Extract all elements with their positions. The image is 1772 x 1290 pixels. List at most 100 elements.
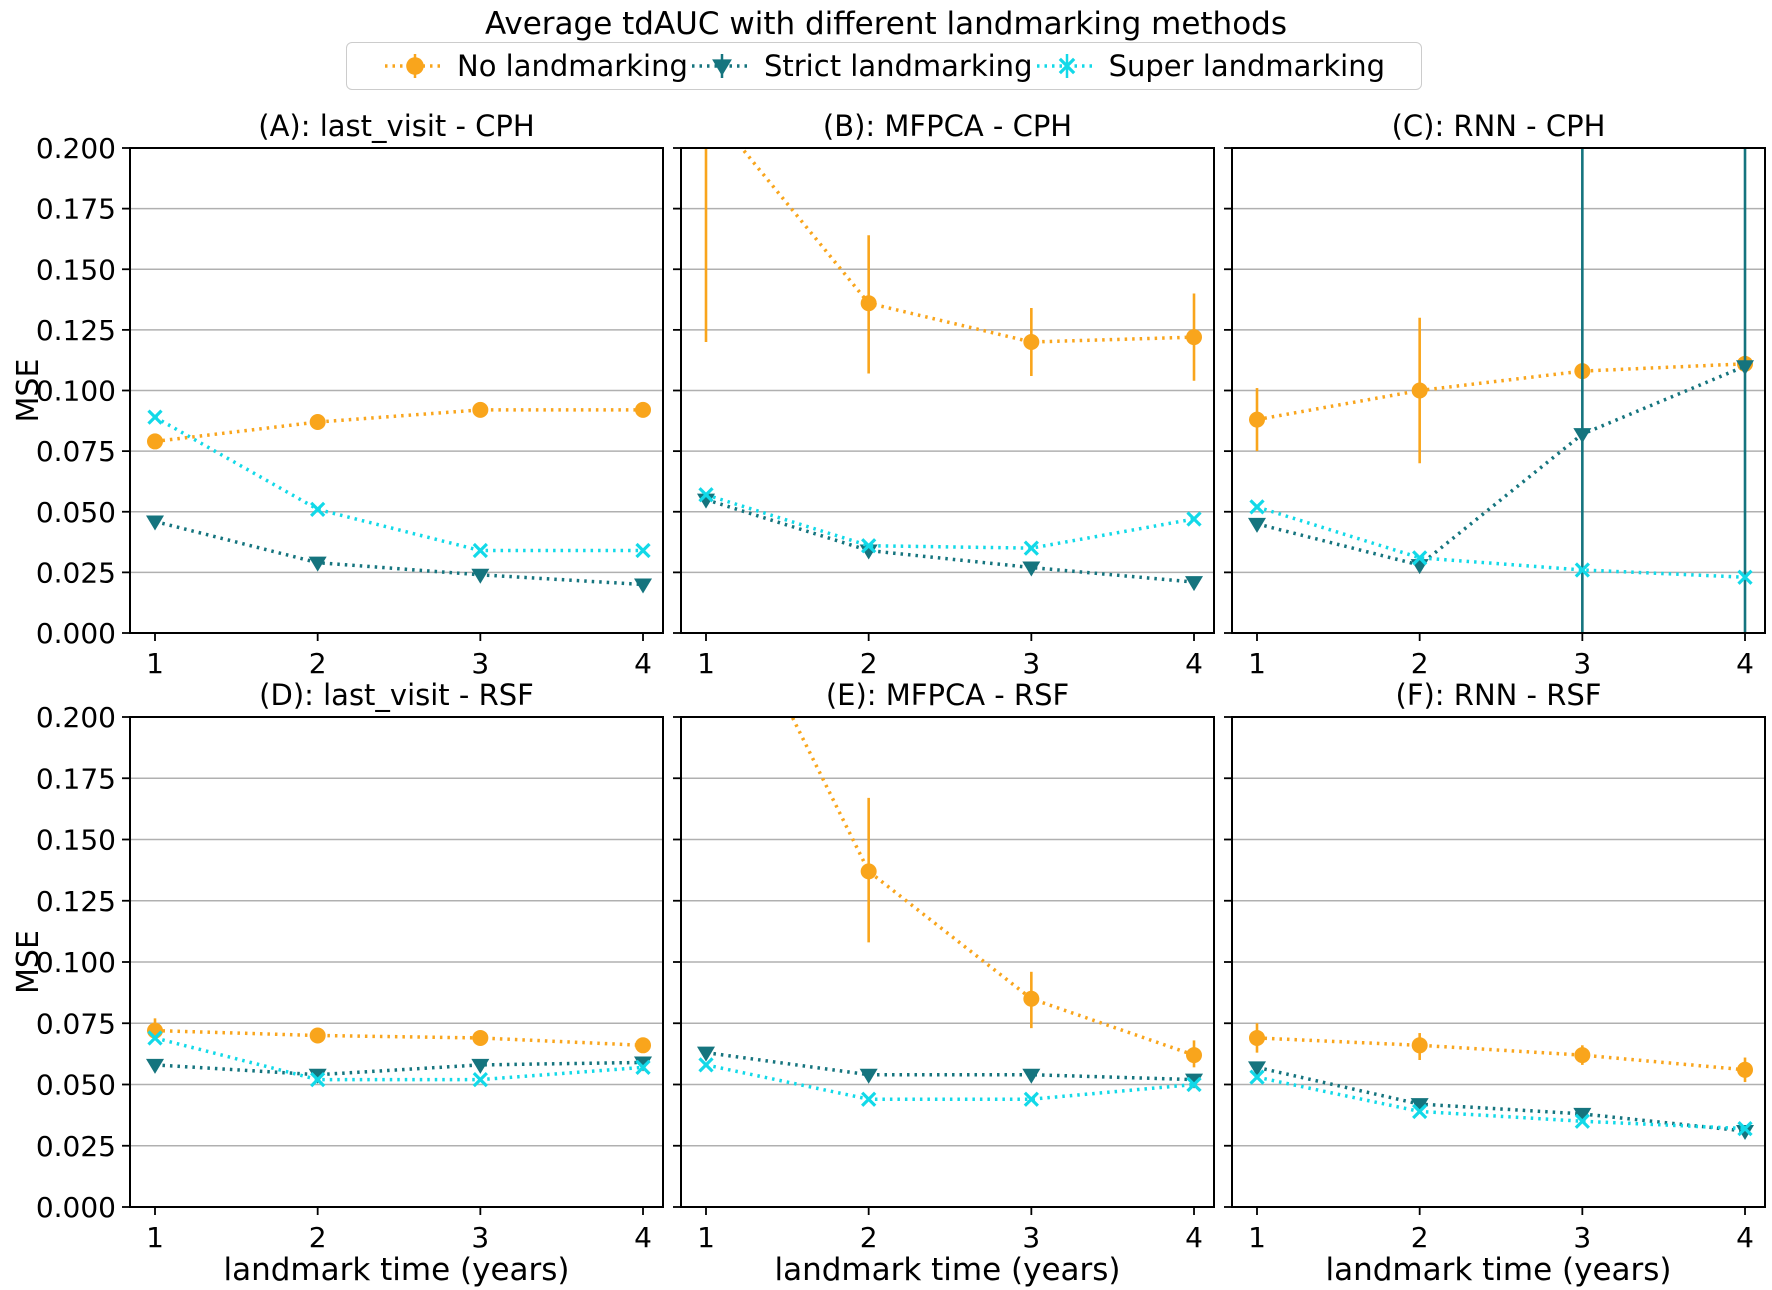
plot-border — [680, 147, 1215, 634]
plot-border — [1231, 716, 1766, 1208]
series-no-landmarking — [147, 401, 652, 450]
panel-C: 1 2 3 4 (C): RNN - CPH — [1224, 109, 1766, 680]
data-point — [310, 501, 326, 517]
panel-series — [697, 96, 1204, 592]
series-line — [705, 1050, 1195, 1082]
data-point — [698, 487, 714, 503]
series-line — [154, 1028, 644, 1048]
x-tick-label: 1 — [697, 1221, 715, 1254]
x-tick-label: 4 — [1185, 647, 1203, 680]
series-line — [1256, 1065, 1746, 1133]
data-point — [309, 414, 326, 431]
series-strict-landmarking — [1248, 148, 1755, 633]
data-point — [1186, 1047, 1203, 1064]
data-point — [698, 96, 714, 112]
data-point — [147, 1030, 163, 1046]
data-point — [860, 863, 877, 880]
panel-A: 0.000 0.025 0.050 0.075 0.100 0.125 0.150 0.175… — [11, 109, 664, 680]
data-point — [635, 542, 651, 559]
panel-F: 1 2 3 4 (F): RNN - RSF landmark time (years) — [1224, 678, 1766, 1288]
x-tick-label: 4 — [1736, 1221, 1754, 1254]
data-point — [1249, 1029, 1265, 1046]
panel-series — [146, 1018, 653, 1088]
series-line — [705, 1063, 1195, 1101]
data-point — [698, 1057, 714, 1073]
series-line — [1256, 364, 1746, 568]
data-point — [309, 1027, 326, 1044]
data-point — [1186, 329, 1203, 346]
data-point — [1410, 1098, 1429, 1114]
plot-border — [129, 147, 664, 634]
panel-title: (E): MFPCA - RSF — [826, 678, 1069, 712]
x-tick-label: 4 — [634, 647, 652, 680]
data-point — [1249, 1069, 1265, 1085]
x-tick-label: 4 — [1736, 647, 1754, 680]
y-tick-label: 0.200 — [36, 701, 116, 734]
data-point — [1737, 1061, 1754, 1078]
x-tick-label: 1 — [146, 1221, 164, 1254]
x-tick-label: 1 — [1248, 647, 1266, 680]
data-point — [1737, 1120, 1753, 1137]
series-line — [154, 1060, 644, 1077]
series-super-landmarking — [1249, 499, 1753, 585]
series-line — [1256, 362, 1746, 422]
no-landmarking-marker-icon — [385, 54, 445, 78]
plot-border — [129, 716, 664, 1208]
y-tick-label: 0.175 — [36, 762, 116, 795]
data-point — [472, 542, 488, 559]
data-point — [861, 1091, 877, 1107]
x-tick-label: 2 — [860, 1221, 878, 1254]
data-point — [146, 515, 164, 531]
panel-title: (F): RNN - RSF — [1396, 678, 1602, 712]
y-tick-label: 0.125 — [36, 314, 116, 347]
series-no-landmarking — [1249, 1023, 1754, 1083]
data-point — [308, 1068, 327, 1084]
y-axis-label: MSE — [11, 930, 46, 994]
y-axis-label: MSE — [11, 359, 46, 423]
data-point — [472, 1029, 489, 1046]
data-point — [635, 401, 652, 418]
x-tick-label: 4 — [1185, 1221, 1203, 1254]
data-point — [1412, 1103, 1428, 1120]
legend-label: Super landmarking — [1108, 49, 1385, 83]
series-strict-landmarking — [146, 1056, 653, 1084]
x-tick-label: 1 — [1248, 1221, 1266, 1254]
plot-border — [680, 716, 1215, 1208]
series-strict-landmarking — [697, 1046, 1204, 1089]
data-point — [1249, 411, 1265, 428]
data-point — [472, 1071, 488, 1088]
x-tick-label: 3 — [1573, 647, 1591, 680]
legend-item-super-landmarking: Super landmarking — [1035, 49, 1385, 83]
series-no-landmarking — [147, 1018, 652, 1054]
y-tick-label: 0.075 — [36, 435, 116, 468]
data-point — [310, 1071, 326, 1088]
y-tick-label: 0.000 — [36, 1191, 116, 1224]
y-tick-label: 0.075 — [36, 1007, 116, 1040]
data-point — [1023, 1091, 1039, 1107]
x-tick-label: 3 — [1573, 1221, 1591, 1254]
data-point — [697, 1046, 715, 1062]
series-super-landmarking — [1249, 1069, 1753, 1137]
series-super-landmarking — [698, 1057, 1202, 1107]
data-point — [859, 1068, 878, 1084]
x-tick-label: 1 — [697, 647, 715, 680]
data-point — [471, 1058, 490, 1074]
data-point — [1411, 382, 1428, 399]
data-point — [1573, 1107, 1592, 1123]
panel-title: (A): last_visit - CPH — [258, 109, 534, 143]
x-tick-label: 3 — [1022, 647, 1040, 680]
data-point — [147, 409, 163, 425]
series-no-landmarking — [698, 96, 1203, 381]
y-tick-label: 0.150 — [36, 824, 116, 857]
y-tick-label: 0.025 — [36, 1130, 116, 1163]
series-strict-landmarking — [697, 493, 1204, 592]
y-tick-label: 0.200 — [36, 132, 116, 165]
series-super-landmarking — [147, 1030, 651, 1088]
data-point — [308, 556, 327, 572]
data-point — [635, 1059, 651, 1075]
series-line — [1256, 505, 1746, 579]
data-point — [1185, 1073, 1204, 1089]
data-point — [634, 578, 653, 594]
